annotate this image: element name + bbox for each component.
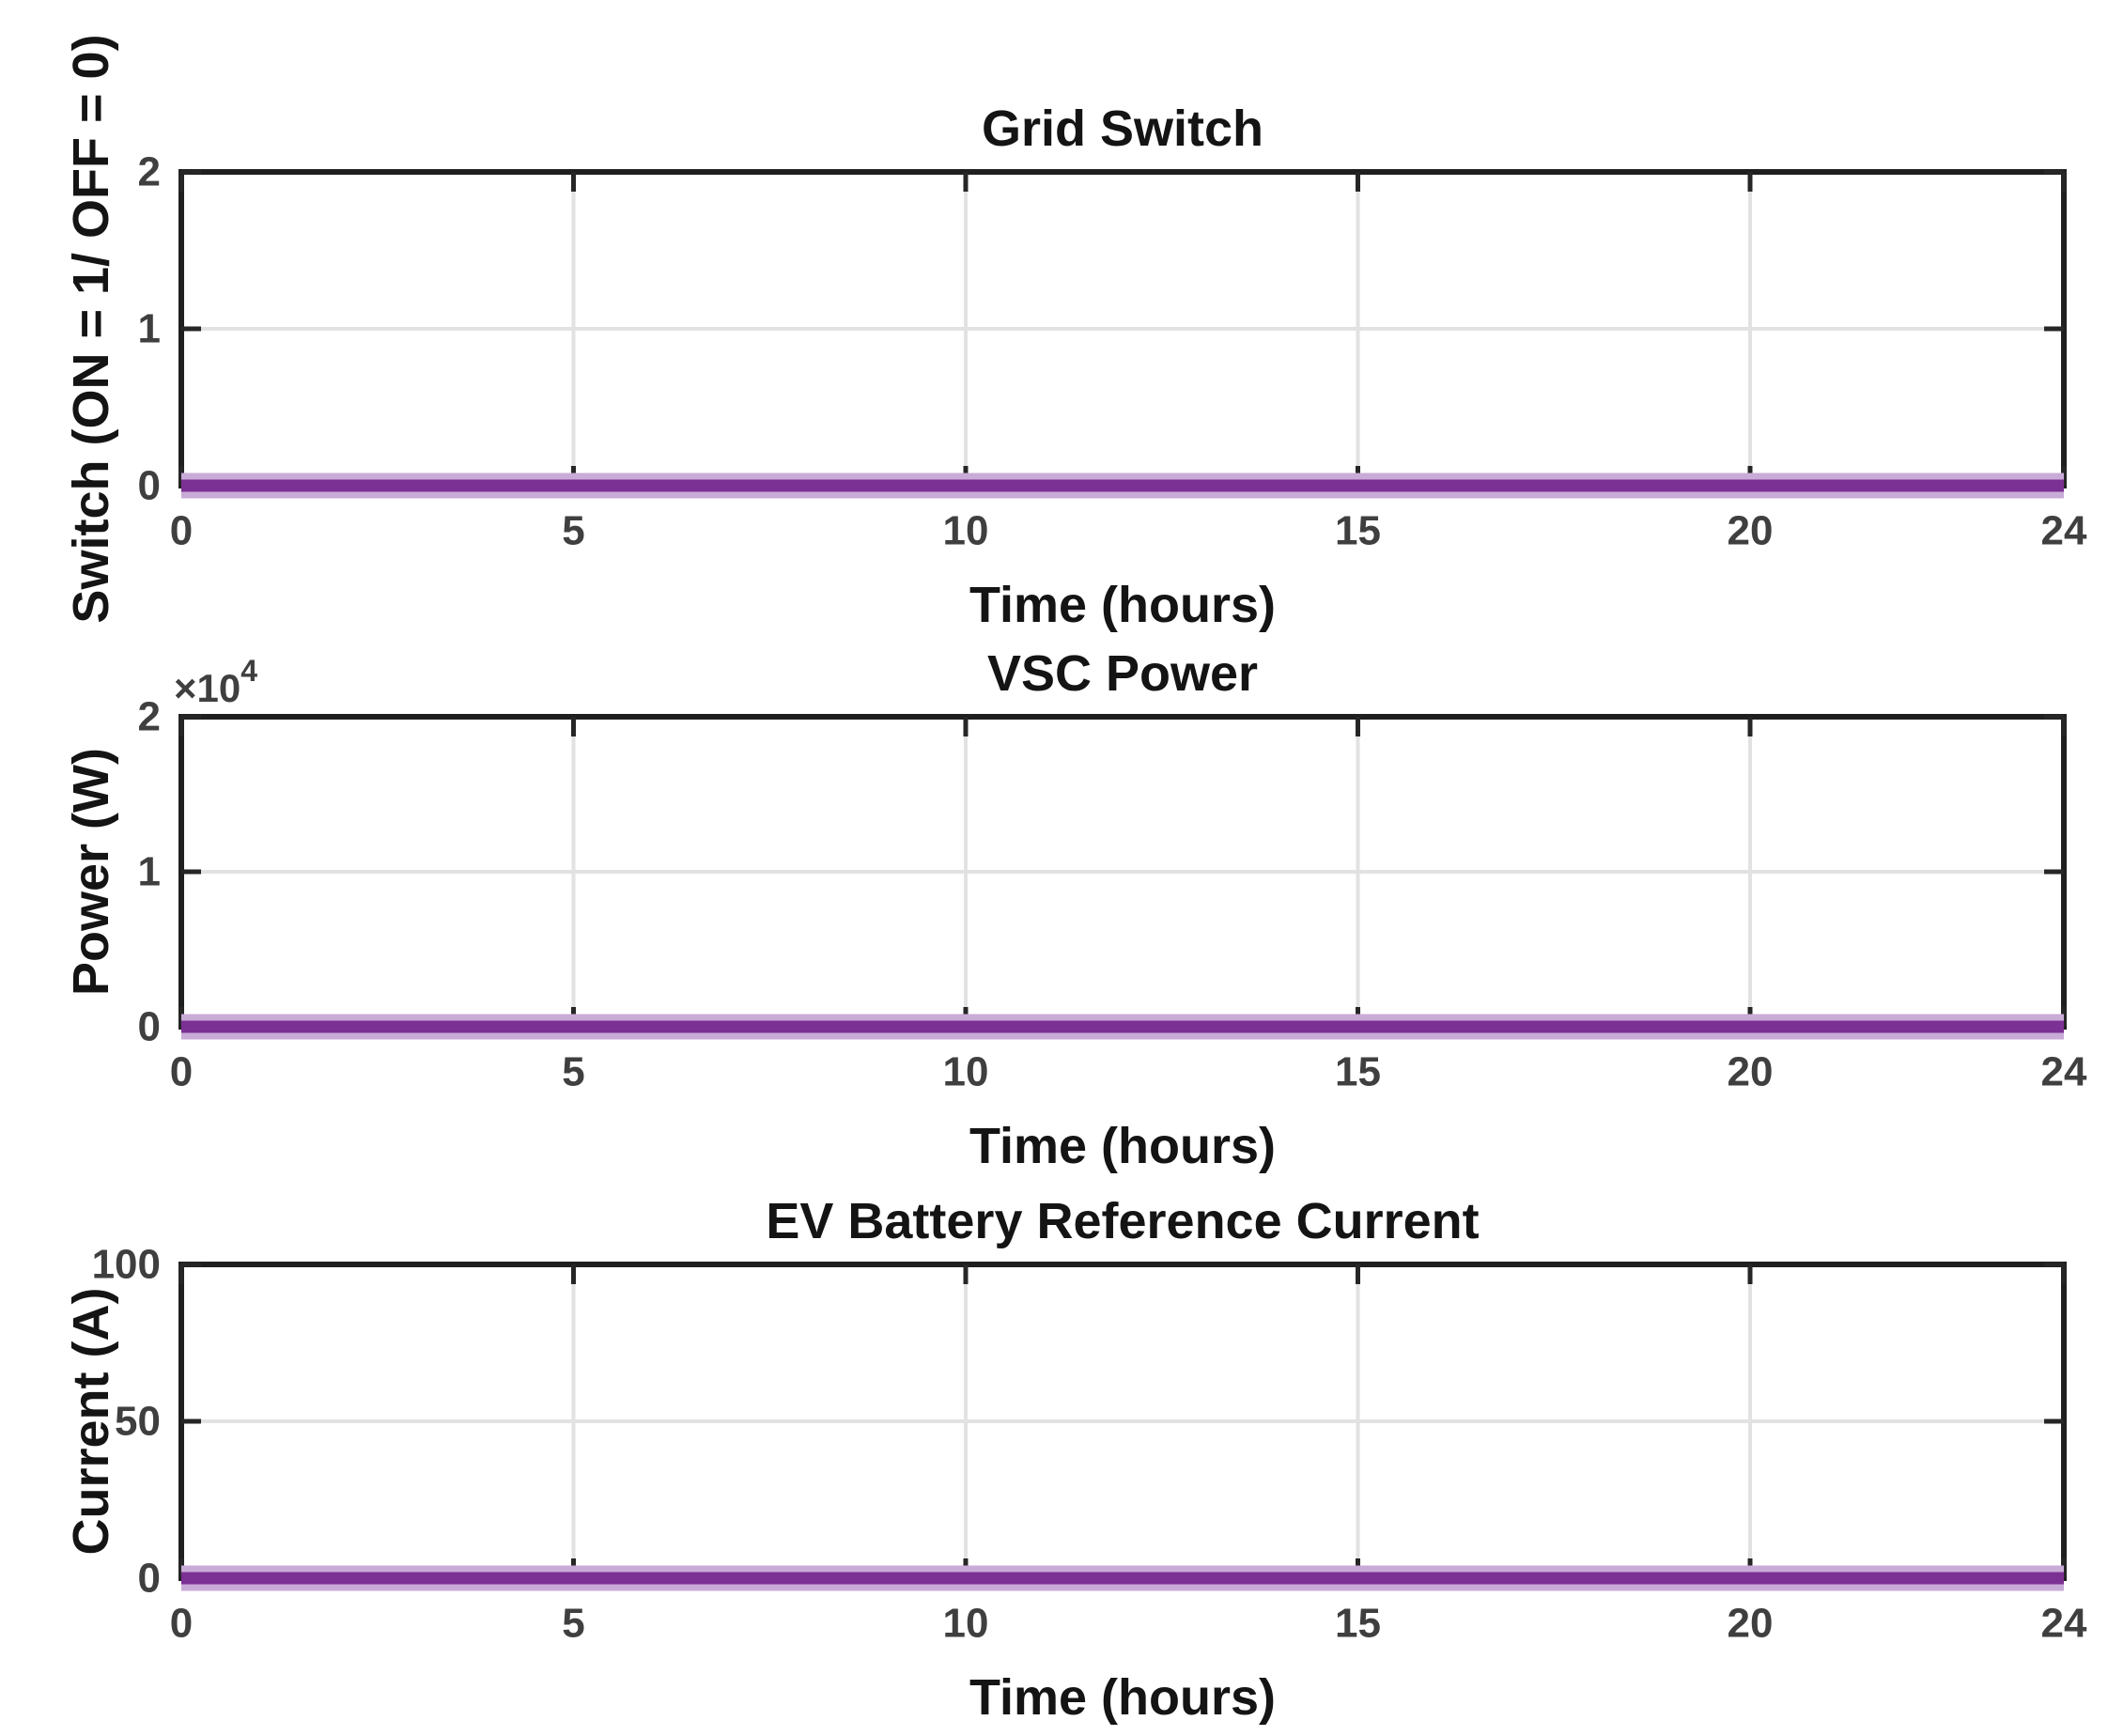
- x-tick-label: 10: [943, 1601, 989, 1647]
- x-axis-label: Time (hours): [969, 577, 1276, 633]
- x-tick-label: 24: [2041, 1049, 2087, 1095]
- offset-exponent: 4: [240, 654, 257, 688]
- x-tick-label: 15: [1335, 1601, 1381, 1647]
- x-axis-label: Time (hours): [969, 1118, 1276, 1174]
- y-axis-label: Power (W): [63, 748, 119, 996]
- x-tick-label: 0: [170, 1601, 193, 1647]
- y-tick-label: 2: [138, 149, 161, 195]
- y-axis-label: Current (A): [63, 1288, 119, 1556]
- subplot-title: Grid Switch: [982, 101, 1263, 157]
- x-tick-label: 5: [562, 1601, 584, 1647]
- subplot-3: EV Battery Reference Current 0 5 10 15 20 24 0 5…: [63, 1193, 2087, 1726]
- x-tick-label: 15: [1335, 1049, 1381, 1095]
- x-tick-label: 10: [943, 508, 989, 554]
- y-tick-label: 0: [138, 1004, 161, 1050]
- x-tick-label: 0: [170, 508, 193, 554]
- x-tick-label: 24: [2041, 508, 2087, 554]
- y-tick-label: 50: [115, 1399, 161, 1445]
- y-tick-label: 1: [138, 306, 161, 352]
- y-axis-offset-label: ×104: [174, 654, 257, 710]
- x-tick-label: 10: [943, 1049, 989, 1095]
- x-tick-label: 20: [1728, 1601, 1774, 1647]
- y-tick-label: 1: [138, 849, 161, 895]
- offset-base: ×10: [174, 666, 240, 710]
- x-axis-label: Time (hours): [969, 1669, 1276, 1726]
- y-tick-label: 2: [138, 694, 161, 740]
- x-tick-label: 24: [2041, 1601, 2087, 1647]
- x-tick-label: 5: [562, 1049, 584, 1095]
- x-tick-label: 15: [1335, 508, 1381, 554]
- y-tick-label: 0: [138, 463, 161, 509]
- subplot-title: VSC Power: [987, 645, 1258, 702]
- subplot-2: VSC Power 0 5 10 15 20 24 0 1 2 Time (hours) Power …: [63, 645, 2087, 1174]
- y-tick-label: 0: [138, 1556, 161, 1602]
- x-tick-label: 5: [562, 508, 584, 554]
- y-tick-label: 100: [92, 1242, 161, 1288]
- x-tick-label: 20: [1728, 1049, 1774, 1095]
- subplot-title: EV Battery Reference Current: [766, 1193, 1479, 1249]
- subplot-1: Grid Switch 0 5 10 15 20 24 0 1 2 Time (hours) Swit…: [63, 34, 2087, 633]
- y-axis-label: Switch (ON = 1/ OFF = 0): [63, 34, 119, 623]
- x-tick-label: 20: [1728, 508, 1774, 554]
- x-tick-label: 0: [170, 1049, 193, 1095]
